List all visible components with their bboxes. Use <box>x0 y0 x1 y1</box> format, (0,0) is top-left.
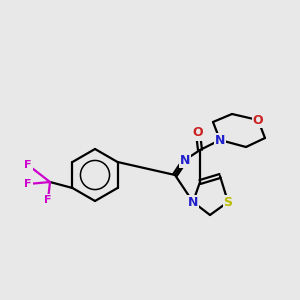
Text: N: N <box>215 134 225 146</box>
Text: F: F <box>44 195 52 205</box>
Text: F: F <box>24 179 32 189</box>
Text: S: S <box>224 196 232 208</box>
Text: F: F <box>24 160 32 170</box>
Text: N: N <box>180 154 190 166</box>
Text: O: O <box>193 127 203 140</box>
Text: O: O <box>253 113 263 127</box>
Text: N: N <box>188 196 198 208</box>
